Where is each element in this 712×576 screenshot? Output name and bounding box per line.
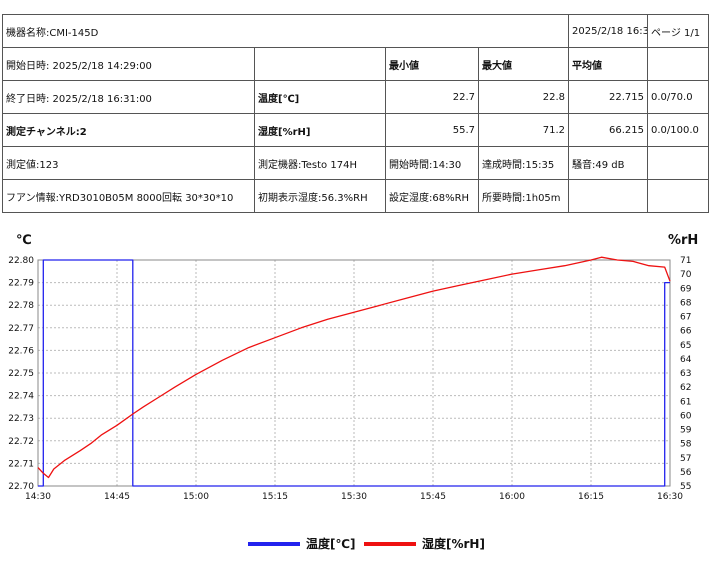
left-tick-label: 22.71 [8,459,34,469]
grid [38,260,670,486]
right-tick-label: 59 [680,426,692,436]
initial-humidity: 初期表示湿度:56.3%RH [254,179,386,213]
printed-at: 2025/2/18 16:36 [568,14,649,48]
x-tick-label: 16:00 [499,492,525,502]
right-tick-label: 65 [680,341,691,351]
right-tick-label: 62 [680,383,691,393]
reach-time: 達成時間:15:35 [477,146,570,180]
empty-cell [254,47,386,81]
empty-cell [647,146,710,180]
x-tick-label: 14:45 [104,492,130,502]
avg-header: 平均値 [568,47,649,81]
right-tick-label: 58 [680,440,692,450]
x-tick-label: 16:15 [578,492,604,502]
temperature-avg: 22.715 [568,80,649,114]
right-tick-label: 60 [680,411,692,421]
empty-cell [568,179,649,213]
humidity-max: 71.2 [477,113,570,147]
legend-label-temperature: 温度[℃] [306,536,356,551]
info-table: 機器名称:CMI-145D 2025/2/18 16:36 ページ 1/1 開始… [1,14,710,213]
right-tick-label: 63 [680,369,691,379]
measure-value: 測定値:123 [2,146,255,180]
right-tick-label: 71 [680,256,691,266]
x-tick-label: 15:00 [183,492,209,502]
temperature-min: 22.7 [385,80,479,114]
left-tick-label: 22.78 [8,301,34,311]
left-tick-label: 22.72 [8,437,34,447]
x-axis: 14:30 14:45 15:00 15:15 15:30 15:45 16:00 16:15… [25,492,683,502]
x-tick-label: 15:15 [262,492,288,502]
right-tick-label: 67 [680,313,691,323]
line-chart: ℃ %rH 22.7022.7122.7222.7322.7422.7522.7… [8,233,698,551]
left-tick-label: 22.77 [8,324,34,334]
measurement-row: 測定値:123 測定機器:Testo 174H 開始時間:14:30 達成時間:… [2,146,710,180]
page-indicator: ページ 1/1 [647,14,710,48]
noise: 騒音:49 dB [568,146,649,180]
humidity-label: 湿度[%rH] [254,113,386,147]
right-tick-label: 57 [680,454,691,464]
right-tick-label: 68 [680,298,692,308]
x-tick-label: 16:30 [657,492,683,502]
instrument: 測定機器:Testo 174H [254,146,386,180]
series-group [37,256,671,487]
right-axis: 55 56 57 58 59 60 61 62 63 64 65 66 67 68 69 70 71 [680,256,692,492]
empty-cell [647,47,710,81]
device-name: 機器名称:CMI-145D [1,14,570,48]
temperature-max: 22.8 [477,80,570,114]
left-tick-label: 22.74 [8,392,34,402]
right-tick-label: 64 [680,355,692,365]
temperature-series-line [38,259,670,487]
left-tick-label: 22.70 [8,482,34,492]
left-tick-label: 22.76 [8,346,34,356]
temperature-row: 終了日時: 2025/2/18 16:31:00 温度[℃] 22.7 22.8… [2,80,710,114]
x-tick-label: 14:30 [25,492,51,502]
empty-cell [647,179,710,213]
required-time: 所要時間:1h05m [477,179,570,213]
right-axis-unit: %rH [668,233,698,248]
humidity-min: 55.7 [385,113,479,147]
fan-info: フアン情報:YRD3010B05M 8000回転 30*30*10 [2,179,255,213]
min-header: 最小値 [385,47,479,81]
header-row: 機器名称:CMI-145D 2025/2/18 16:36 ページ 1/1 [1,14,710,48]
end-datetime: 終了日時: 2025/2/18 16:31:00 [2,80,255,114]
start-time: 開始時間:14:30 [385,146,479,180]
right-tick-label: 61 [680,397,691,407]
right-tick-label: 66 [680,327,692,337]
humidity-row: 測定チャンネル:2 湿度[%rH] 55.7 71.2 66.215 0.0/1… [2,113,710,147]
x-tick-label: 15:30 [341,492,367,502]
humidity-range: 0.0/100.0 [647,113,710,147]
measure-channel: 測定チャンネル:2 [2,113,255,147]
max-header: 最大値 [477,47,570,81]
temperature-label: 温度[℃] [254,80,386,114]
humidity-avg: 66.215 [568,113,649,147]
x-tick-label: 15:45 [420,492,446,502]
right-tick-label: 56 [680,468,692,478]
left-tick-label: 22.80 [8,256,34,266]
fan-row: フアン情報:YRD3010B05M 8000回転 30*30*10 初期表示湿度… [2,179,710,213]
right-tick-label: 70 [680,270,692,280]
temperature-range: 0.0/70.0 [647,80,710,114]
left-tick-label: 22.73 [8,414,34,424]
stats-header-row: 開始日時: 2025/2/18 14:29:00 最小値 最大値 平均値 [2,47,710,81]
humidity-series-line [37,256,671,479]
left-axis-unit: ℃ [16,233,32,248]
legend-label-humidity: 湿度[%rH] [422,536,485,551]
right-tick-label: 69 [680,284,692,294]
start-datetime: 開始日時: 2025/2/18 14:29:00 [2,47,255,81]
left-tick-label: 22.75 [8,369,34,379]
set-humidity: 設定湿度:68%RH [385,179,479,213]
right-tick-label: 55 [680,482,691,492]
left-tick-label: 22.79 [8,279,34,289]
left-axis: 22.70 22.71 22.72 22.73 22.74 22.75 22.76 22.77… [8,256,34,492]
legend: 温度[℃] 湿度[%rH] [248,536,485,551]
